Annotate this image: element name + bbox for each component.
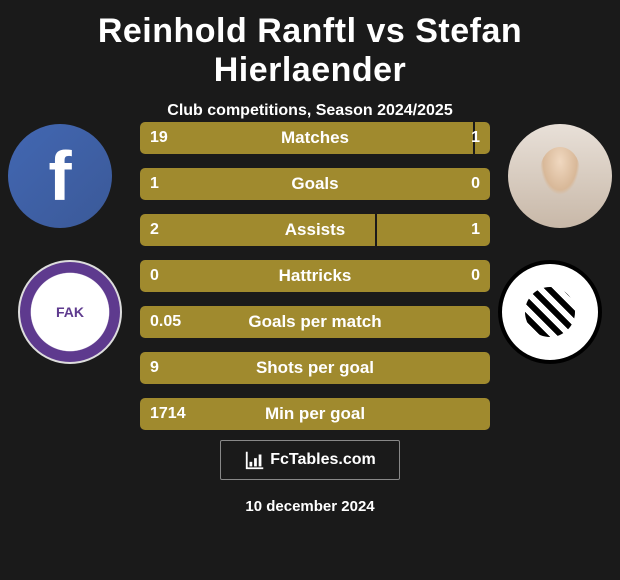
player-left-avatar: f [8,124,112,228]
stat-value-left: 19 [150,129,168,147]
stat-value-right: 0 [471,175,480,193]
stat-value-left: 1714 [150,405,186,423]
stat-value-right: 1 [471,129,480,147]
page-title: Reinhold Ranftl vs Stefan Hierlaender [0,0,620,90]
stat-label: Goals [291,174,338,194]
stat-row: 9 Shots per goal [140,352,490,384]
stat-label: Matches [281,128,349,148]
player-right-avatar [508,124,612,228]
stat-row: 0.05 Goals per match [140,306,490,338]
stat-label: Assists [285,220,345,240]
stat-row: 1 0 Goals [140,168,490,200]
stat-value-right: 1 [471,221,480,239]
club-right-badge [498,260,602,364]
stat-value-right: 0 [471,267,480,285]
date-label: 10 december 2024 [245,498,374,515]
stat-row: 0 0 Hattricks [140,260,490,292]
club-left-badge [18,260,122,364]
brand-badge[interactable]: FcTables.com [220,440,400,480]
stat-label: Min per goal [265,404,365,424]
page-subtitle: Club competitions, Season 2024/2025 [0,102,620,120]
stat-label: Hattricks [279,266,352,286]
stat-value-left: 2 [150,221,159,239]
stats-container: 19 1 Matches 1 0 Goals 2 1 Assists 0 0 Hattricks 0.0… [140,122,490,444]
stat-label: Shots per goal [256,358,374,378]
stat-row: 2 1 Assists [140,214,490,246]
stat-value-left: 0.05 [150,313,181,331]
facebook-icon: f [48,136,71,216]
stat-value-left: 9 [150,359,159,377]
stat-value-left: 1 [150,175,159,193]
stat-label: Goals per match [248,312,381,332]
stat-value-left: 0 [150,267,159,285]
stat-row: 19 1 Matches [140,122,490,154]
chart-icon [244,449,266,471]
brand-label: FcTables.com [270,451,376,469]
stat-row: 1714 Min per goal [140,398,490,430]
